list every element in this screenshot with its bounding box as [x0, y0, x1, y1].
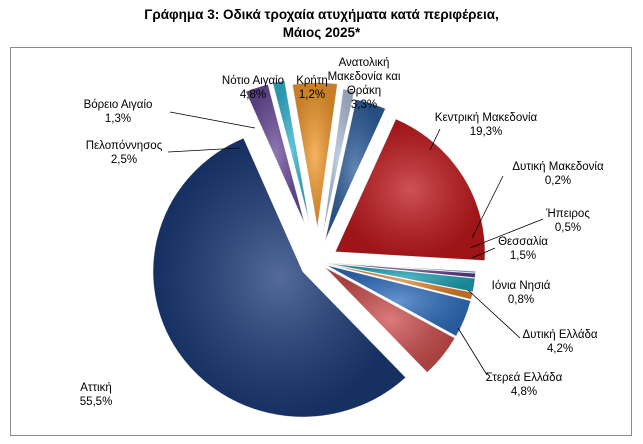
pie-slice-shading	[245, 84, 306, 226]
leader-line	[429, 128, 441, 151]
slice-label: Νότιο Αιγαίο 4,8%	[222, 75, 284, 101]
pie-slice-shading	[325, 263, 476, 292]
pie-slice-shading	[335, 118, 486, 261]
pie-slice-shading	[325, 264, 471, 337]
pie-slice-shading	[272, 80, 310, 225]
slice-label: Δυτική Μακεδονία 0,2%	[512, 161, 604, 187]
slice-label: Θεσσαλία 1,5%	[498, 236, 548, 262]
pie-slice-shading	[325, 263, 473, 300]
pie-slice-shading	[323, 89, 355, 234]
slice-label: Κρήτη 1,2%	[296, 75, 328, 101]
chart-title-line2: Μάιος 2025*	[282, 25, 361, 40]
slice-label: Πελοπόννησος 2,5%	[86, 140, 163, 166]
slice-label: Ανατολική Μακεδονία και Θράκη 3,3%	[328, 57, 401, 111]
pie-slice-shading	[324, 99, 386, 242]
leader-line	[467, 289, 521, 339]
chart-title-line1: Γράφημα 3: Οδικά τροχαία ατυχήματα κατά …	[144, 7, 499, 22]
slice-label: Αττική 55,5%	[80, 382, 113, 408]
leader-line	[471, 247, 496, 259]
leader-line	[169, 111, 256, 129]
slice-label: Στερεά Ελλάδα 4,8%	[486, 372, 563, 398]
pie-slice-shading	[292, 82, 338, 229]
slice-label: Ιόνια Νησιά 0,8%	[492, 280, 551, 306]
leader-line	[167, 147, 241, 153]
leader-line	[471, 175, 504, 239]
pie-slice-shading	[152, 137, 406, 418]
slice-label: Δυτική Ελλάδα 4,2%	[522, 329, 597, 355]
leader-line	[469, 218, 544, 249]
slice-label: Βόρειο Αιγαίο 1,3%	[84, 99, 153, 125]
pie-slice-shading	[324, 266, 455, 373]
pie-slice-shading	[325, 262, 476, 278]
slice-label: Κεντρική Μακεδονία 19,3%	[435, 112, 538, 138]
leader-line	[457, 327, 488, 376]
slice-label: Ήπειρος 0,5%	[545, 208, 590, 234]
chart-frame	[10, 47, 632, 436]
